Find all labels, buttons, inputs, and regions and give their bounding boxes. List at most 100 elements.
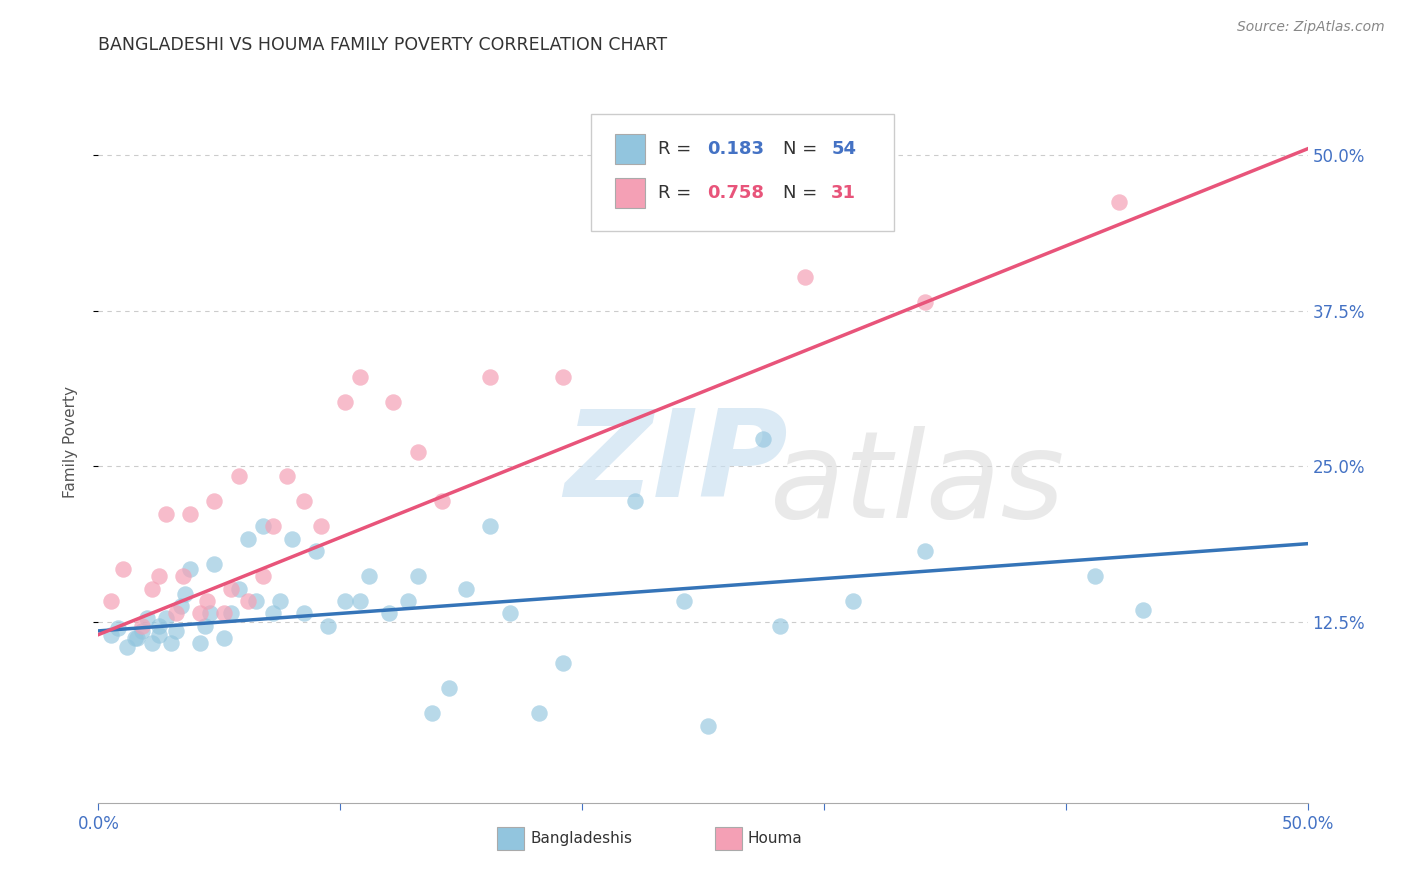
Point: [498, 607, 520, 621]
Point: [221, 607, 243, 621]
Text: N =: N =: [783, 185, 823, 202]
Text: 54: 54: [831, 140, 856, 158]
Point: [148, 619, 170, 633]
Point: [252, 569, 274, 583]
Point: [179, 561, 201, 575]
Text: ZIP: ZIP: [564, 405, 787, 522]
Text: Source: ZipAtlas.com: Source: ZipAtlas.com: [1237, 20, 1385, 34]
Point: [1132, 603, 1154, 617]
Point: [479, 519, 502, 533]
Point: [148, 569, 170, 583]
Point: [204, 557, 226, 571]
Point: [396, 594, 419, 608]
Point: [111, 561, 134, 575]
Point: [174, 586, 197, 600]
Point: [198, 607, 221, 621]
Point: [292, 607, 315, 621]
Point: [382, 394, 405, 409]
FancyBboxPatch shape: [716, 827, 742, 850]
FancyBboxPatch shape: [498, 827, 524, 850]
Point: [148, 627, 170, 641]
Point: [437, 681, 460, 696]
Point: [204, 494, 226, 508]
Point: [842, 594, 865, 608]
Point: [212, 607, 235, 621]
Text: 0.183: 0.183: [707, 140, 763, 158]
Point: [179, 507, 201, 521]
Point: [551, 369, 574, 384]
Point: [349, 594, 371, 608]
Point: [155, 611, 177, 625]
Text: 0.758: 0.758: [707, 185, 763, 202]
Point: [769, 619, 792, 633]
Point: [914, 544, 936, 558]
FancyBboxPatch shape: [591, 114, 894, 230]
Point: [696, 718, 718, 732]
Point: [305, 544, 328, 558]
Point: [238, 594, 260, 608]
Point: [359, 569, 381, 583]
Point: [195, 594, 218, 608]
Text: R =: R =: [658, 185, 697, 202]
Point: [107, 621, 129, 635]
Point: [316, 619, 339, 633]
Point: [527, 706, 550, 720]
Point: [165, 607, 187, 621]
Y-axis label: Family Poverty: Family Poverty: [63, 385, 77, 498]
Point: [131, 624, 153, 638]
Point: [172, 569, 194, 583]
Point: [420, 706, 443, 720]
Point: [131, 619, 153, 633]
Point: [262, 519, 284, 533]
Point: [276, 469, 298, 483]
Point: [914, 295, 936, 310]
Point: [238, 532, 260, 546]
Point: [377, 607, 399, 621]
Text: N =: N =: [783, 140, 823, 158]
Point: [127, 632, 149, 646]
Point: [333, 594, 356, 608]
Point: [141, 582, 163, 596]
Point: [228, 582, 250, 596]
Point: [188, 636, 211, 650]
Point: [169, 599, 191, 613]
Point: [349, 369, 371, 384]
Text: BANGLADESHI VS HOUMA FAMILY POVERTY CORRELATION CHART: BANGLADESHI VS HOUMA FAMILY POVERTY CORR…: [98, 36, 668, 54]
Text: 31: 31: [831, 185, 856, 202]
Text: Houma: Houma: [748, 831, 803, 847]
Point: [269, 594, 291, 608]
Point: [793, 270, 815, 285]
Point: [117, 640, 139, 654]
Point: [141, 636, 163, 650]
Point: [672, 594, 695, 608]
Text: Bangladeshis: Bangladeshis: [530, 831, 633, 847]
Point: [262, 607, 284, 621]
Point: [165, 624, 187, 638]
Point: [479, 369, 502, 384]
Point: [188, 607, 211, 621]
Point: [454, 582, 477, 596]
Text: R =: R =: [658, 140, 697, 158]
Point: [135, 611, 157, 625]
Point: [624, 494, 647, 508]
Point: [160, 636, 183, 650]
Point: [221, 582, 243, 596]
Point: [100, 594, 122, 608]
Point: [155, 507, 177, 521]
Point: [292, 494, 315, 508]
Text: atlas: atlas: [769, 426, 1064, 543]
Point: [333, 394, 356, 409]
Point: [309, 519, 332, 533]
Point: [430, 494, 453, 508]
Point: [252, 519, 274, 533]
Point: [551, 657, 574, 671]
Point: [245, 594, 267, 608]
Point: [1084, 569, 1107, 583]
Point: [194, 619, 217, 633]
FancyBboxPatch shape: [614, 178, 645, 209]
Point: [406, 569, 429, 583]
Point: [100, 627, 122, 641]
Point: [212, 632, 235, 646]
Point: [124, 632, 146, 646]
Point: [281, 532, 304, 546]
